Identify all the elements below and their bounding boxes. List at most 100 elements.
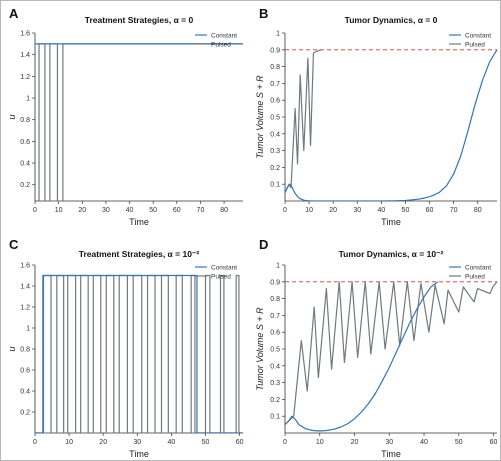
- x-tick-label: 0: [283, 207, 287, 214]
- x-tick-label: 40: [420, 439, 428, 446]
- x-tick-label: 60: [236, 439, 244, 446]
- y-tick-label: 0.2: [20, 410, 30, 417]
- x-tick-label: 10: [305, 207, 313, 214]
- plot-area: [285, 282, 497, 431]
- x-tick-label: 20: [99, 439, 107, 446]
- panel-a-title: Treatment Strategies, α = 0: [85, 15, 194, 25]
- y-tick-label: 0.5: [270, 347, 280, 354]
- y-tick-label: 1: [276, 31, 280, 38]
- x-tick-label: 10: [65, 439, 73, 446]
- x-tick-label: 70: [450, 207, 458, 214]
- x-tick-label: 50: [455, 439, 463, 446]
- legend-label-pulsed: Pulsed: [465, 273, 485, 280]
- y-tick-label: 0.1: [270, 414, 280, 421]
- x-tick-label: 70: [197, 207, 205, 214]
- series-constant-line: [285, 50, 497, 201]
- y-tick-label: 0.6: [270, 330, 280, 337]
- x-tick-label: 0: [33, 207, 37, 214]
- legend: Constant Pulsed: [195, 264, 237, 280]
- y-tick-label: 0.7: [270, 81, 280, 88]
- y-tick-label: 0.3: [270, 380, 280, 387]
- legend-label-pulsed: Pulsed: [211, 273, 231, 280]
- x-tick-label: 30: [385, 439, 393, 446]
- legend-label-constant: Constant: [211, 32, 237, 39]
- panel-d-letter: D: [259, 237, 268, 252]
- y-tick-label: 1.2: [20, 74, 30, 81]
- y-tick-label: 1.4: [20, 284, 30, 291]
- y-tick-label: 0.6: [270, 98, 280, 105]
- series-pulsed-line: [35, 276, 243, 434]
- panel-d-title: Tumor Dynamics, α = 10⁻²: [339, 249, 444, 259]
- x-tick-label: 80: [220, 207, 228, 214]
- series-pulsed-line: [285, 50, 321, 193]
- x-tick-label: 80: [474, 207, 482, 214]
- y-tick-label: 0.8: [20, 347, 30, 354]
- y-tick-label: 0.2: [270, 165, 280, 172]
- y-tick-label: 0.4: [20, 161, 30, 168]
- x-axis-label: Time: [129, 217, 149, 227]
- series-pulsed-line: [35, 44, 243, 207]
- legend: Constant Pulsed: [449, 264, 491, 280]
- legend-label-constant: Constant: [211, 264, 237, 271]
- panel-b: B Tumor Dynamics, α = 0 0 10 20 30 40 50 60 70 80 0…: [255, 6, 497, 227]
- x-tick-label: 50: [149, 207, 157, 214]
- y-tick-label: 0.4: [20, 389, 30, 396]
- y-tick-label: 0.9: [270, 47, 280, 54]
- legend-label-constant: Constant: [465, 264, 491, 271]
- y-axis-label: Tumor Volume S + R: [255, 75, 265, 159]
- series-constant-line: [35, 276, 243, 434]
- x-tick-label: 0: [283, 439, 287, 446]
- x-tick-label: 30: [133, 439, 141, 446]
- x-tick-label: 40: [167, 439, 175, 446]
- panel-c-letter: C: [9, 237, 19, 252]
- x-tick-label: 40: [377, 207, 385, 214]
- x-tick-label: 40: [126, 207, 134, 214]
- panel-b-letter: B: [259, 6, 268, 21]
- legend-label-pulsed: Pulsed: [465, 41, 485, 48]
- y-tick-label: 1.6: [20, 31, 30, 38]
- plot-area: [35, 44, 243, 207]
- y-tick-label: 1: [276, 263, 280, 270]
- x-axis-label: Time: [381, 449, 401, 459]
- x-tick-label: 50: [402, 207, 410, 214]
- x-tick-label: 0: [33, 439, 37, 446]
- x-tick-label: 60: [426, 207, 434, 214]
- x-tick-label: 30: [353, 207, 361, 214]
- y-tick-label: 0.8: [270, 296, 280, 303]
- legend: Constant Pulsed: [195, 32, 237, 48]
- y-tick-label: 0.3: [270, 148, 280, 155]
- legend-label-pulsed: Pulsed: [211, 41, 231, 48]
- y-tick-label: 1: [26, 326, 30, 333]
- panel-b-title: Tumor Dynamics, α = 0: [345, 15, 438, 25]
- y-tick-label: 1.6: [20, 263, 30, 270]
- x-tick-label: 10: [55, 207, 63, 214]
- plot-area: [35, 276, 243, 434]
- legend-label-constant: Constant: [465, 32, 491, 39]
- x-tick-label: 30: [102, 207, 110, 214]
- y-tick-label: 0.4: [270, 131, 280, 138]
- x-tick-label: 20: [78, 207, 86, 214]
- y-axis-label: u: [7, 114, 17, 119]
- y-tick-label: 0.8: [270, 64, 280, 71]
- panel-c: C Treatment Strategies, α = 10⁻² 0 10 20 30 40…: [7, 237, 244, 459]
- x-axis-label: Time: [129, 449, 149, 459]
- x-tick-label: 10: [316, 439, 324, 446]
- y-tick-label: 0.6: [20, 368, 30, 375]
- y-tick-label: 0.2: [270, 397, 280, 404]
- legend: Constant Pulsed: [449, 32, 491, 48]
- panel-a-letter: A: [9, 6, 19, 21]
- panel-a: A Treatment Strategies, α = 0 0 10 20 30 40 50 6…: [7, 6, 243, 227]
- x-tick-label: 20: [329, 207, 337, 214]
- y-tick-label: 0.1: [270, 182, 280, 189]
- panel-d: D Tumor Dynamics, α = 10⁻² 0 10 20 30 40 50 60 0.…: [255, 237, 498, 459]
- plot-area: [285, 50, 497, 201]
- x-tick-label: 20: [351, 439, 359, 446]
- x-axis-label: Time: [381, 217, 401, 227]
- x-tick-label: 50: [202, 439, 210, 446]
- y-tick-label: 1: [26, 96, 30, 103]
- y-tick-label: 1.4: [20, 52, 30, 59]
- y-axis-label: u: [7, 346, 17, 351]
- series-pulsed-line: [285, 282, 497, 425]
- y-tick-label: 1.2: [20, 305, 30, 312]
